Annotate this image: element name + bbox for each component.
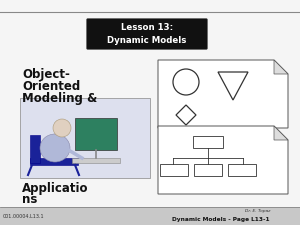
Text: Applicatio: Applicatio <box>22 182 88 195</box>
FancyBboxPatch shape <box>86 18 208 50</box>
Bar <box>228 164 256 176</box>
Text: ns: ns <box>22 193 38 206</box>
Bar <box>160 164 188 176</box>
Polygon shape <box>274 60 288 74</box>
Bar <box>75 118 117 150</box>
Text: Oriented: Oriented <box>22 80 80 93</box>
Text: Modeling &: Modeling & <box>22 92 97 105</box>
Bar <box>72 158 120 163</box>
Polygon shape <box>158 126 288 194</box>
Text: Lesson 13:
Dynamic Models: Lesson 13: Dynamic Models <box>107 23 187 45</box>
Text: Dynamic Models - Page L13-1: Dynamic Models - Page L13-1 <box>172 218 270 223</box>
Text: Object-: Object- <box>22 68 70 81</box>
Circle shape <box>53 119 71 137</box>
Bar <box>30 158 78 165</box>
Polygon shape <box>274 126 288 140</box>
Bar <box>20 98 150 178</box>
Ellipse shape <box>40 134 70 162</box>
Polygon shape <box>158 60 288 128</box>
Text: 001.00004.L13.1: 001.00004.L13.1 <box>3 214 45 218</box>
Bar <box>30 135 40 163</box>
Bar <box>0 207 300 225</box>
Bar <box>193 136 223 148</box>
Bar <box>194 164 222 176</box>
Text: Dr. E. Topaz: Dr. E. Topaz <box>244 209 270 213</box>
